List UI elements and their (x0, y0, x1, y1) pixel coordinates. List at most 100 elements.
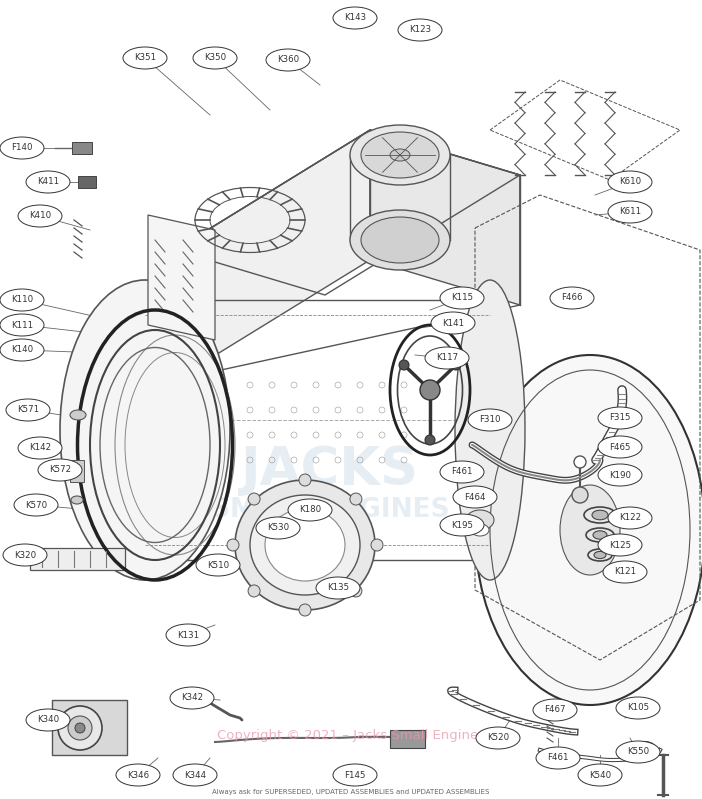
Text: K117: K117 (436, 353, 458, 363)
Ellipse shape (598, 436, 642, 458)
Text: K540: K540 (589, 770, 611, 780)
Text: K530: K530 (267, 523, 289, 532)
Text: Always ask for SUPERSEDED, UPDATED ASSEMBLIES and UPDATED ASSEMBLIES: Always ask for SUPERSEDED, UPDATED ASSEM… (212, 789, 490, 795)
Circle shape (68, 716, 92, 740)
Bar (390, 730, 425, 748)
Bar (70, 460, 84, 482)
Text: K510: K510 (207, 561, 229, 570)
Text: K351: K351 (134, 54, 156, 62)
Ellipse shape (608, 201, 652, 223)
Ellipse shape (0, 289, 44, 311)
Text: K115: K115 (451, 293, 473, 303)
Text: K520: K520 (487, 733, 509, 742)
Ellipse shape (471, 524, 489, 536)
Ellipse shape (475, 355, 702, 705)
Ellipse shape (592, 511, 608, 520)
Polygon shape (148, 215, 215, 340)
Ellipse shape (616, 741, 660, 763)
Circle shape (451, 360, 461, 370)
Text: F461: F461 (451, 467, 472, 476)
Circle shape (248, 585, 260, 597)
Ellipse shape (166, 624, 210, 646)
Text: K121: K121 (614, 567, 636, 577)
Ellipse shape (265, 509, 345, 581)
Circle shape (425, 435, 435, 445)
Circle shape (420, 380, 440, 400)
Ellipse shape (440, 514, 484, 536)
Text: K611: K611 (619, 208, 641, 217)
Text: K610: K610 (619, 177, 641, 186)
Text: K360: K360 (277, 55, 299, 65)
Text: F140: F140 (11, 144, 33, 153)
Ellipse shape (3, 544, 47, 566)
Ellipse shape (361, 217, 439, 263)
Text: F466: F466 (562, 293, 583, 303)
Ellipse shape (0, 339, 44, 361)
Ellipse shape (608, 507, 652, 529)
Ellipse shape (123, 47, 167, 69)
Ellipse shape (594, 551, 606, 559)
Ellipse shape (440, 287, 484, 309)
Text: K190: K190 (609, 471, 631, 479)
Text: Copyright © 2021 – Jacks Small Engines: Copyright © 2021 – Jacks Small Engines (217, 729, 485, 741)
Circle shape (399, 360, 409, 370)
Ellipse shape (14, 494, 58, 516)
Bar (30, 548, 125, 570)
Ellipse shape (350, 125, 450, 185)
Circle shape (299, 604, 311, 616)
Text: F315: F315 (609, 414, 631, 423)
Ellipse shape (593, 531, 607, 539)
Ellipse shape (250, 495, 360, 595)
Bar (78, 176, 96, 188)
Circle shape (350, 493, 362, 505)
Ellipse shape (18, 437, 62, 459)
Circle shape (350, 585, 362, 597)
Circle shape (75, 723, 85, 733)
Text: K111: K111 (11, 320, 33, 329)
Ellipse shape (256, 517, 300, 539)
Text: K141: K141 (442, 319, 464, 328)
Text: F465: F465 (609, 443, 631, 451)
Text: K346: K346 (127, 770, 149, 780)
Text: F310: F310 (479, 415, 501, 424)
Ellipse shape (476, 727, 520, 749)
Text: K571: K571 (17, 406, 39, 415)
Ellipse shape (26, 709, 70, 731)
Text: K140: K140 (11, 345, 33, 355)
Text: K195: K195 (451, 520, 473, 530)
Text: K110: K110 (11, 296, 33, 304)
Ellipse shape (616, 697, 660, 719)
Ellipse shape (468, 409, 512, 431)
Ellipse shape (536, 747, 580, 769)
Ellipse shape (578, 764, 622, 786)
Ellipse shape (235, 480, 375, 610)
Ellipse shape (533, 699, 577, 721)
Ellipse shape (116, 764, 160, 786)
Ellipse shape (60, 280, 230, 580)
Circle shape (58, 706, 102, 750)
Text: K572: K572 (49, 466, 71, 475)
Ellipse shape (466, 510, 494, 530)
Text: K105: K105 (627, 703, 649, 713)
Ellipse shape (398, 19, 442, 41)
Ellipse shape (26, 171, 70, 193)
Ellipse shape (333, 764, 377, 786)
Ellipse shape (266, 49, 310, 71)
Text: K180: K180 (299, 506, 321, 515)
Circle shape (574, 456, 586, 468)
Ellipse shape (598, 534, 642, 556)
Text: K125: K125 (609, 540, 631, 550)
Ellipse shape (608, 171, 652, 193)
Ellipse shape (6, 399, 50, 421)
Text: K143: K143 (344, 14, 366, 22)
Ellipse shape (431, 312, 475, 334)
Text: K410: K410 (29, 212, 51, 221)
Text: F145: F145 (344, 770, 366, 780)
Text: F464: F464 (464, 492, 486, 502)
Ellipse shape (560, 485, 620, 575)
Ellipse shape (18, 205, 62, 227)
Ellipse shape (173, 764, 217, 786)
Text: F461: F461 (548, 753, 569, 762)
Circle shape (299, 474, 311, 486)
Ellipse shape (390, 149, 410, 161)
